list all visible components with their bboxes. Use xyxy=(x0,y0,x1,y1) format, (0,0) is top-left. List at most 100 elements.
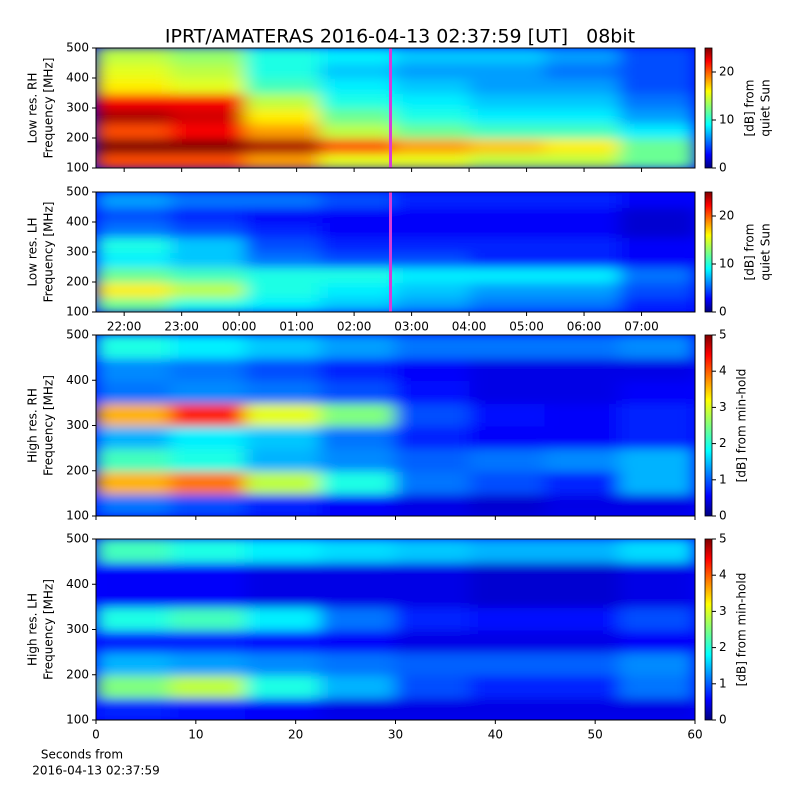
cell xyxy=(394,236,472,253)
cell xyxy=(469,335,547,359)
cell xyxy=(394,62,472,79)
cell xyxy=(319,379,397,404)
cell xyxy=(169,62,247,79)
cell xyxy=(619,122,695,139)
cell xyxy=(544,48,622,64)
x-tick-label: 60 xyxy=(687,728,702,742)
cell xyxy=(96,560,172,586)
cell xyxy=(169,583,247,608)
cell xyxy=(619,281,695,298)
cell xyxy=(96,122,172,139)
y-tick-label: 200 xyxy=(66,275,89,289)
y-tick-label: 500 xyxy=(66,328,89,342)
cell xyxy=(544,62,622,79)
cell xyxy=(469,266,547,283)
cell xyxy=(469,122,547,139)
cell xyxy=(244,539,322,563)
cell xyxy=(619,628,695,654)
y-axis-label: Frequency [MHz] xyxy=(42,202,56,303)
cell xyxy=(469,356,547,382)
cell xyxy=(394,206,472,223)
y-axis-label: Low res. RH xyxy=(26,73,40,144)
cell xyxy=(619,539,695,563)
cell xyxy=(244,379,322,404)
cell xyxy=(394,281,472,298)
cell xyxy=(244,447,322,472)
cell xyxy=(96,266,172,283)
cell xyxy=(319,560,397,586)
cell xyxy=(544,251,622,268)
cell xyxy=(544,92,622,109)
cell xyxy=(319,628,397,654)
x-tick-label: 10 xyxy=(188,728,203,742)
cell xyxy=(394,266,472,283)
cell xyxy=(169,296,247,312)
cell xyxy=(619,236,695,253)
cell xyxy=(169,192,247,208)
chart-title: IPRT/AMATERAS 2016-04-13 02:37:59 [UT] 0… xyxy=(165,26,635,48)
cell xyxy=(244,77,322,94)
cell xyxy=(169,137,247,154)
cell xyxy=(169,152,247,168)
x-tick-label: 0 xyxy=(92,728,100,742)
cell xyxy=(319,539,397,563)
cell xyxy=(394,192,472,208)
colorbar-tick-label: 2 xyxy=(719,436,727,450)
cell xyxy=(394,48,472,64)
y-axis-label: Frequency [MHz] xyxy=(42,58,56,159)
cell xyxy=(244,469,322,495)
cell xyxy=(394,539,472,563)
cell xyxy=(244,651,322,676)
cell xyxy=(619,379,695,404)
cell xyxy=(96,107,172,124)
cell xyxy=(469,424,547,450)
cell xyxy=(169,651,247,676)
cell xyxy=(96,92,172,109)
x-tick-label: 03:00 xyxy=(394,320,429,334)
colorbar-label: quiet Sun xyxy=(759,223,773,280)
colorbar-label: [dB] from xyxy=(743,80,757,137)
cell xyxy=(169,107,247,124)
cell xyxy=(394,447,472,472)
cell xyxy=(169,492,247,516)
cell xyxy=(96,152,172,168)
y-tick-label: 100 xyxy=(66,161,89,175)
cell xyxy=(394,492,472,516)
cell xyxy=(469,77,547,94)
cell xyxy=(619,447,695,472)
cell xyxy=(619,92,695,109)
cell xyxy=(319,236,397,253)
y-tick-label: 500 xyxy=(66,41,89,55)
cell xyxy=(244,48,322,64)
cell xyxy=(619,424,695,450)
cell xyxy=(544,673,622,699)
cell xyxy=(619,152,695,168)
cell xyxy=(244,696,322,720)
cell xyxy=(319,583,397,608)
cell xyxy=(469,281,547,298)
cell xyxy=(394,251,472,268)
y-tick-label: 100 xyxy=(66,305,89,319)
cell xyxy=(469,296,547,312)
cell xyxy=(244,251,322,268)
cell xyxy=(96,583,172,608)
cell xyxy=(619,221,695,238)
colorbar-tick-label: 0 xyxy=(719,509,727,523)
y-axis-label: Frequency [MHz] xyxy=(42,375,56,476)
colorbar xyxy=(704,47,713,169)
cell xyxy=(469,583,547,608)
cell xyxy=(319,251,397,268)
cell xyxy=(96,221,172,238)
cell xyxy=(469,152,547,168)
cell xyxy=(169,628,247,654)
cell xyxy=(96,492,172,516)
cell xyxy=(394,401,472,427)
y-tick-label: 300 xyxy=(66,418,89,432)
cell xyxy=(469,206,547,223)
cell xyxy=(619,107,695,124)
y-tick-label: 100 xyxy=(66,509,89,523)
cell xyxy=(319,206,397,223)
cell xyxy=(96,137,172,154)
cell xyxy=(619,335,695,359)
cell xyxy=(394,122,472,139)
